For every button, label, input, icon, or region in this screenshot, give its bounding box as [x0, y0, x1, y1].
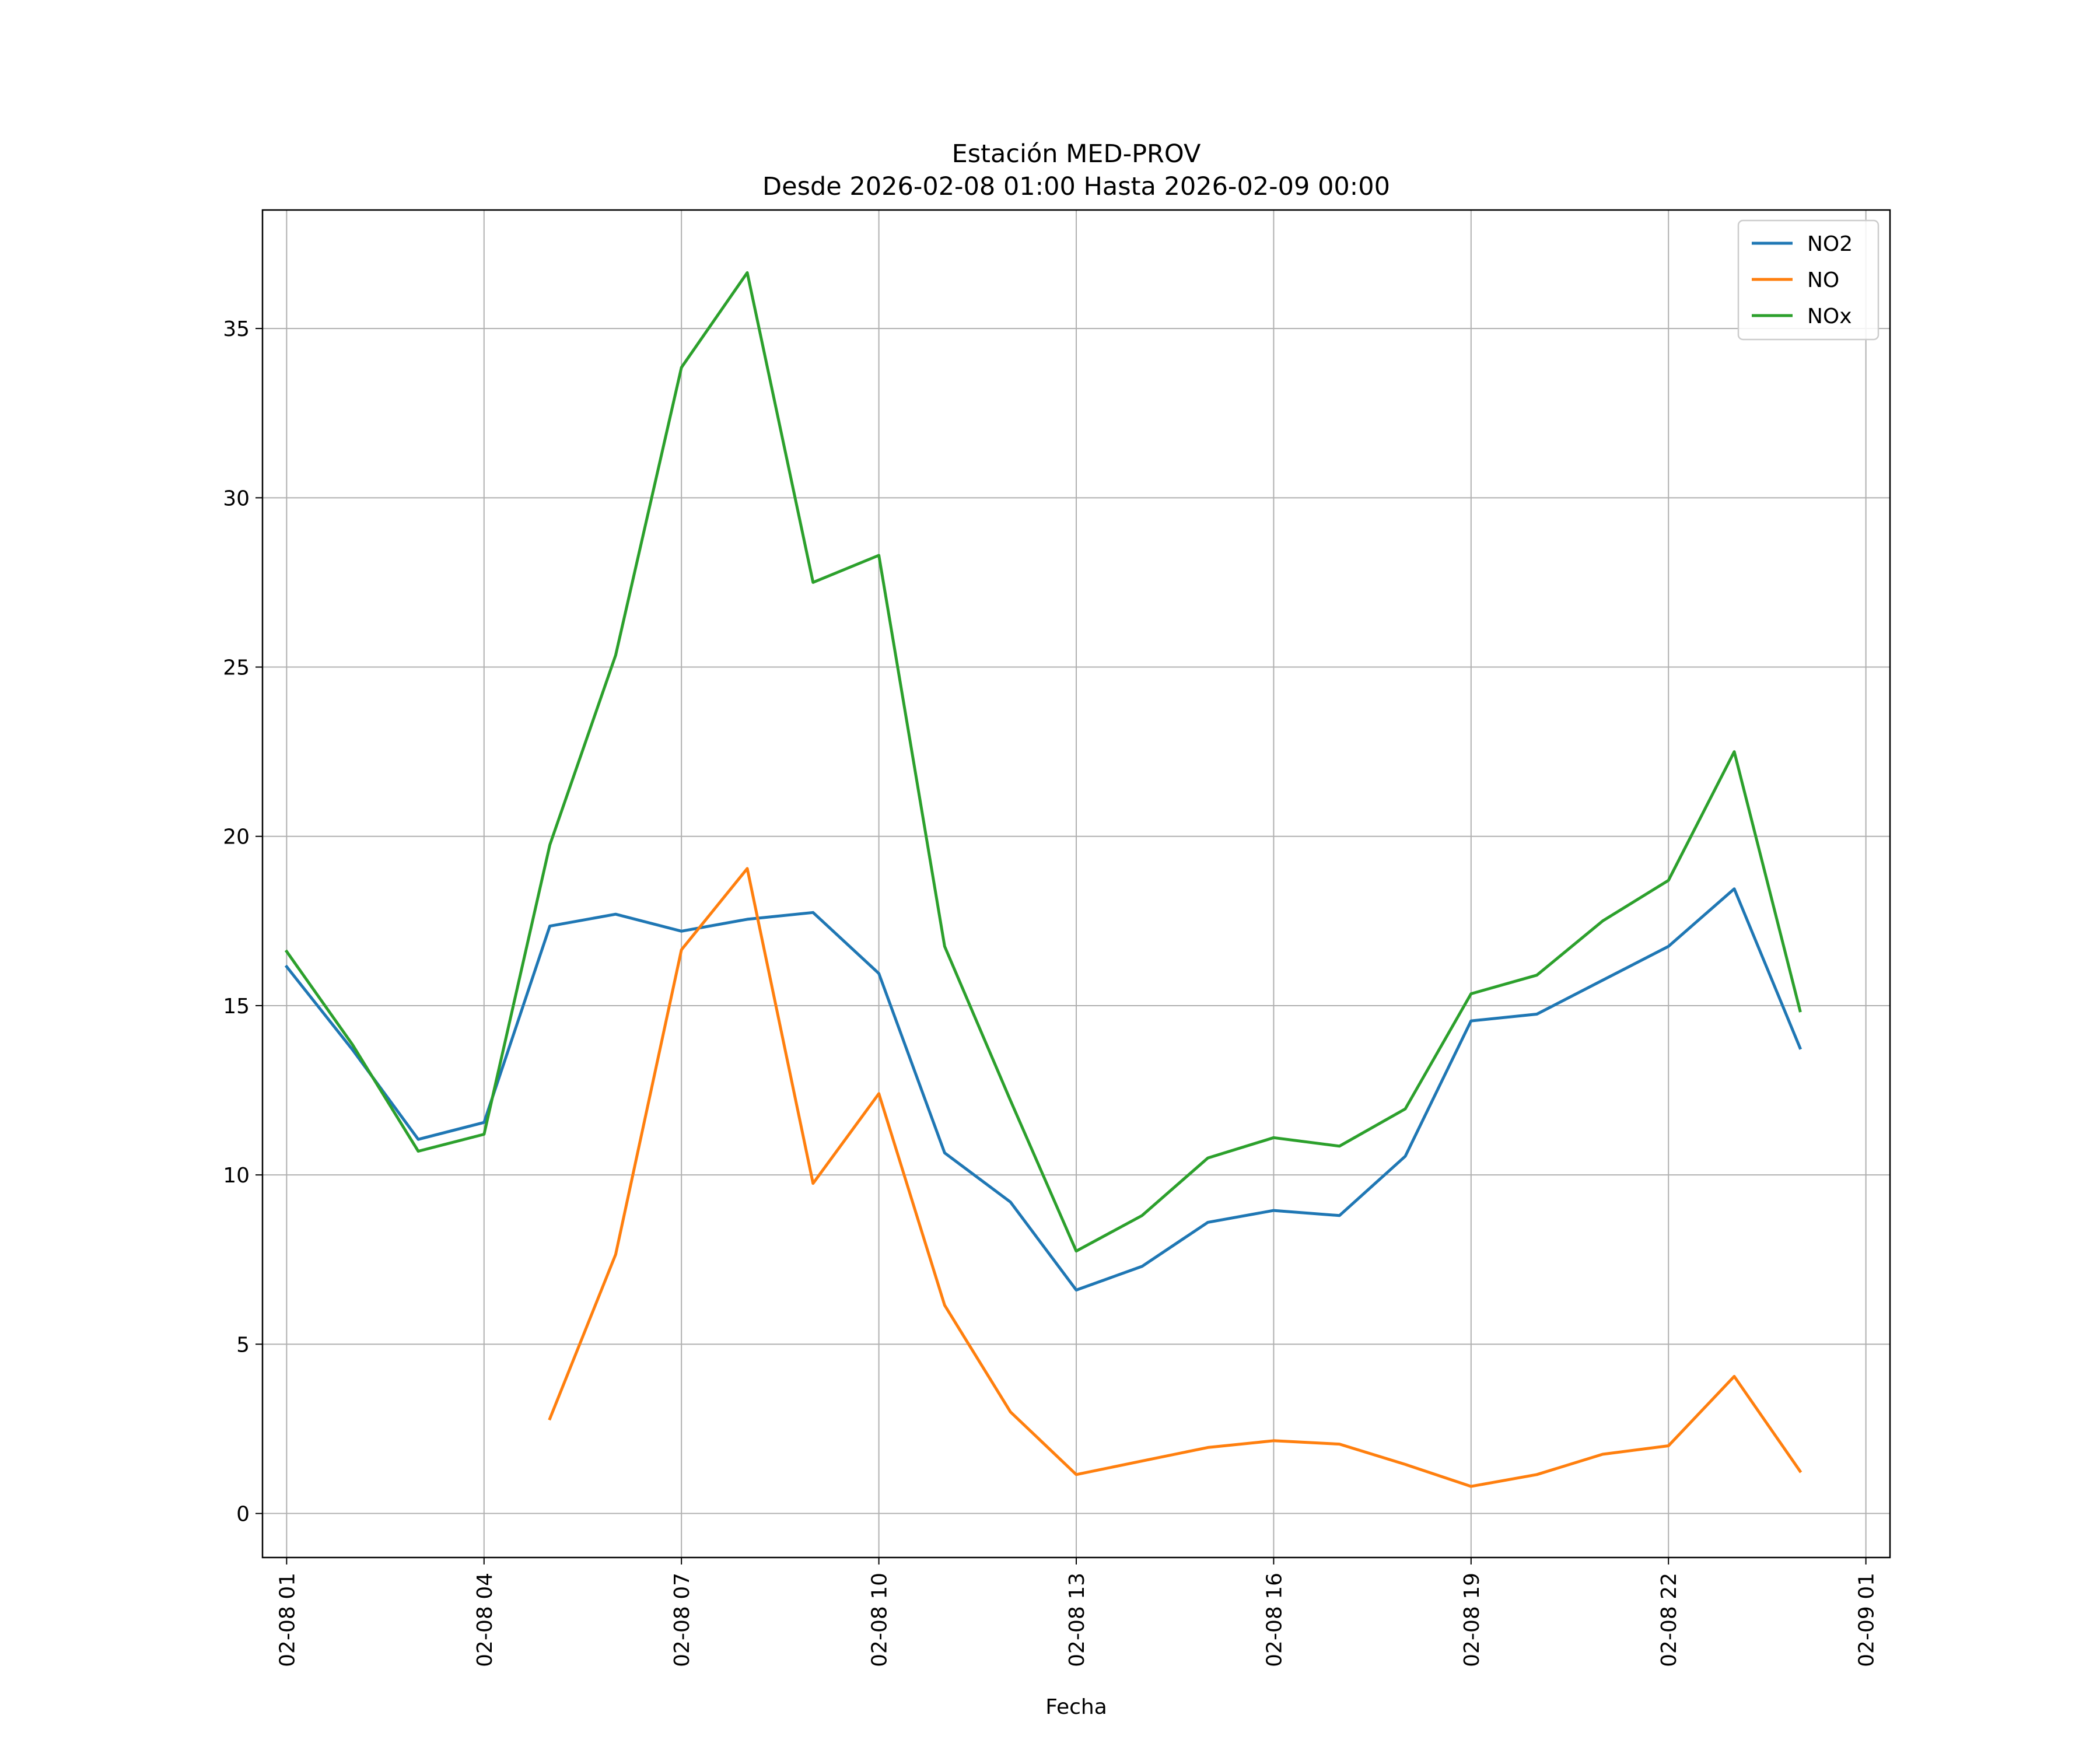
- legend-label-no: NO: [1807, 268, 1839, 292]
- legend: NO2 NO NOx: [1737, 219, 1880, 341]
- series-lines: [284, 271, 1803, 1488]
- grid-lines: [262, 210, 1890, 1558]
- y-tick-label: 10: [223, 1164, 250, 1188]
- y-tick-label: 20: [223, 825, 250, 849]
- x-axis-label: Fecha: [1045, 1695, 1107, 1719]
- legend-label-nox: NOx: [1807, 304, 1852, 328]
- legend-label-no2: NO2: [1807, 232, 1853, 256]
- y-tick-label: 35: [223, 317, 250, 341]
- x-tick-label: 02-08 07: [670, 1573, 694, 1667]
- x-tick-label: 02-08 16: [1262, 1573, 1286, 1667]
- x-tick-label: 02-08 22: [1657, 1573, 1681, 1667]
- y-tick-label: 25: [223, 656, 250, 680]
- x-tick-label: 02-08 01: [275, 1573, 299, 1667]
- y-tick-label: 15: [223, 995, 250, 1019]
- x-axis: 02-08 01 02-08 04 02-08 07 02-08 10 02-08 13…: [275, 1558, 1879, 1667]
- chart-title: Estación MED-PROV: [952, 139, 1201, 169]
- x-tick-label: 02-09 01: [1855, 1573, 1879, 1667]
- x-tick-label: 02-08 10: [868, 1573, 892, 1667]
- y-tick-label: 30: [223, 487, 250, 510]
- legend-box: [1737, 219, 1880, 341]
- x-tick-label: 02-08 04: [473, 1573, 497, 1667]
- series-line-nox: [284, 271, 1802, 1253]
- chart-subtitle: Desde 2026-02-08 01:00 Hasta 2026-02-09 …: [762, 172, 1390, 201]
- x-tick-label: 02-08 13: [1065, 1573, 1089, 1667]
- y-axis: 0 5 10 15 20 25 30 35: [223, 317, 262, 1527]
- series-line-no: [548, 867, 1803, 1488]
- series-line-no2: [284, 887, 1803, 1292]
- y-tick-label: 0: [236, 1503, 250, 1527]
- y-tick-label: 5: [236, 1333, 250, 1357]
- x-tick-label: 02-08 19: [1460, 1573, 1484, 1667]
